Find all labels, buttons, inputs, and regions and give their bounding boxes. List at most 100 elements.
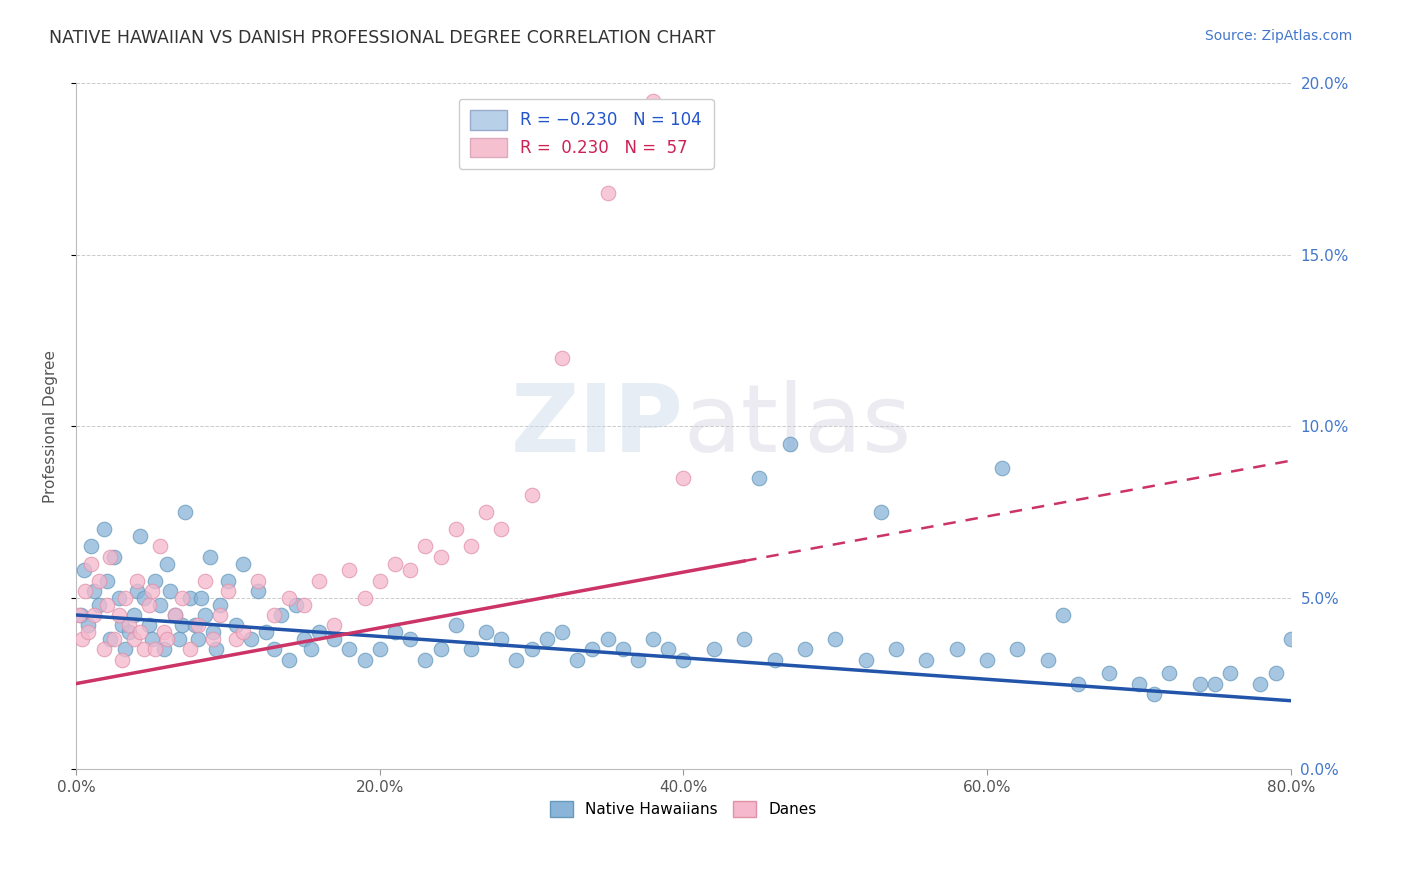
Point [172, 591, 194, 605]
Y-axis label: Professional Degree: Professional Degree [44, 350, 58, 503]
Point [368, 642, 391, 657]
Point [869, 505, 891, 519]
Point [174, 505, 197, 519]
Point [368, 574, 391, 588]
Point [339, 563, 361, 577]
Point [80, 557, 103, 571]
Point [172, 618, 194, 632]
Point [460, 642, 482, 657]
Point [73, 563, 96, 577]
Point [179, 642, 201, 657]
Point [353, 652, 375, 666]
Point [429, 642, 451, 657]
Point [884, 642, 907, 657]
Point [976, 652, 998, 666]
Point [1264, 666, 1286, 681]
Point [520, 642, 543, 657]
Point [733, 632, 755, 646]
Point [153, 642, 176, 657]
Point [163, 607, 186, 622]
Point [159, 584, 181, 599]
Point [156, 632, 179, 646]
Point [232, 557, 254, 571]
Point [129, 529, 152, 543]
Point [323, 618, 346, 632]
Point [217, 584, 239, 599]
Point [187, 632, 209, 646]
Point [748, 471, 770, 485]
Point [292, 598, 315, 612]
Point [1036, 652, 1059, 666]
Point [277, 591, 299, 605]
Point [672, 652, 695, 666]
Point [301, 642, 323, 657]
Point [1097, 666, 1119, 681]
Point [98, 632, 121, 646]
Point [641, 94, 664, 108]
Point [353, 591, 375, 605]
Point [263, 607, 285, 622]
Point [201, 632, 224, 646]
Point [824, 632, 846, 646]
Point [163, 607, 186, 622]
Point [444, 522, 467, 536]
Point [93, 642, 115, 657]
Point [77, 618, 100, 632]
Point [107, 607, 129, 622]
Point [285, 598, 308, 612]
Point [118, 625, 141, 640]
Point [1204, 676, 1226, 690]
Point [1279, 632, 1302, 646]
Point [247, 574, 270, 588]
Point [444, 618, 467, 632]
Point [138, 618, 160, 632]
Point [779, 436, 801, 450]
Point [596, 186, 619, 201]
Point [187, 618, 209, 632]
Point [460, 540, 482, 554]
Point [308, 625, 330, 640]
Point [915, 652, 938, 666]
Point [149, 540, 172, 554]
Point [225, 618, 247, 632]
Point [1159, 666, 1181, 681]
Point [415, 652, 437, 666]
Point [83, 584, 105, 599]
Point [190, 591, 212, 605]
Point [153, 625, 176, 640]
Point [122, 632, 145, 646]
Point [201, 625, 224, 640]
Point [239, 632, 262, 646]
Point [551, 625, 574, 640]
Point [194, 607, 217, 622]
Point [339, 642, 361, 657]
Legend: Native Hawaiians, Danes: Native Hawaiians, Danes [544, 795, 823, 823]
Text: ZIP: ZIP [510, 380, 683, 473]
Point [763, 652, 786, 666]
Text: atlas: atlas [683, 380, 911, 473]
Point [134, 642, 156, 657]
Point [114, 591, 136, 605]
Point [149, 598, 172, 612]
Point [183, 618, 205, 632]
Point [520, 488, 543, 502]
Point [1067, 676, 1090, 690]
Point [83, 607, 105, 622]
Point [247, 584, 270, 599]
Point [384, 625, 406, 640]
Point [1188, 676, 1211, 690]
Point [87, 574, 110, 588]
Point [945, 642, 967, 657]
Point [703, 642, 725, 657]
Point [138, 598, 160, 612]
Point [232, 625, 254, 640]
Point [323, 632, 346, 646]
Point [505, 652, 527, 666]
Point [657, 642, 679, 657]
Point [111, 618, 134, 632]
Point [1007, 642, 1029, 657]
Point [125, 584, 148, 599]
Point [399, 563, 422, 577]
Point [254, 625, 277, 640]
Point [641, 632, 664, 646]
